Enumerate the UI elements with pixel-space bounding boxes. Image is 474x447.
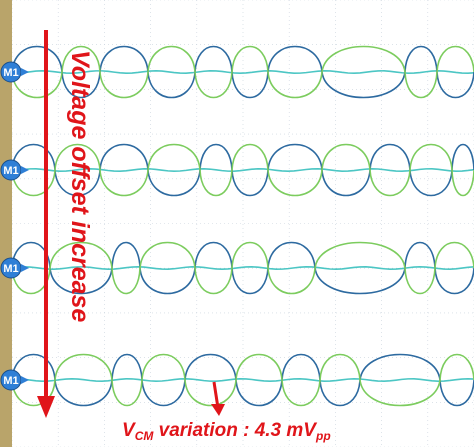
common-mode-trace [11,167,474,173]
signal-p-trace [11,143,474,197]
common-mode-trace [11,377,474,383]
channel-marker-m1[interactable]: M1 [0,61,29,83]
offset-annotation-text: Voltage offset increase [66,50,94,322]
left-ruler-bar [0,0,12,447]
common-mode-trace [11,265,474,270]
channel-marker-m1[interactable]: M1 [0,159,29,181]
marker-arrow-icon [21,68,29,76]
signal-n-trace [11,241,474,295]
vcm-variation-label: VCM variation : 4.3 mVpp [122,420,331,443]
signal-n-trace [11,353,474,407]
channel-marker-m1[interactable]: M1 [0,369,29,391]
vcm-pointer-shaft [212,381,220,409]
marker-label: M1 [3,67,18,79]
marker-arrow-icon [21,376,29,384]
common-mode-trace [11,69,474,74]
marker-arrow-icon [21,264,29,272]
marker-label: M1 [3,165,18,177]
channel-markers: M1 M1 M1 M1 [0,61,29,391]
marker-label: M1 [3,263,18,275]
marker-label: M1 [3,375,18,387]
vcm-pointer-head-icon [211,404,225,416]
marker-arrow-icon [21,166,29,174]
offset-arrow-head-icon [37,396,55,418]
signal-n-trace [11,143,474,197]
channel-marker-m1[interactable]: M1 [0,257,29,279]
waveform-traces [11,45,474,407]
signal-n-trace [11,45,474,99]
